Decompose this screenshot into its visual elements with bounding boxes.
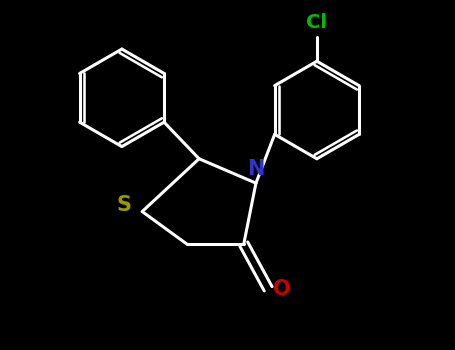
Text: S: S	[117, 195, 132, 215]
Text: N: N	[247, 159, 265, 179]
Text: Cl: Cl	[306, 13, 328, 32]
Text: O: O	[273, 279, 291, 299]
